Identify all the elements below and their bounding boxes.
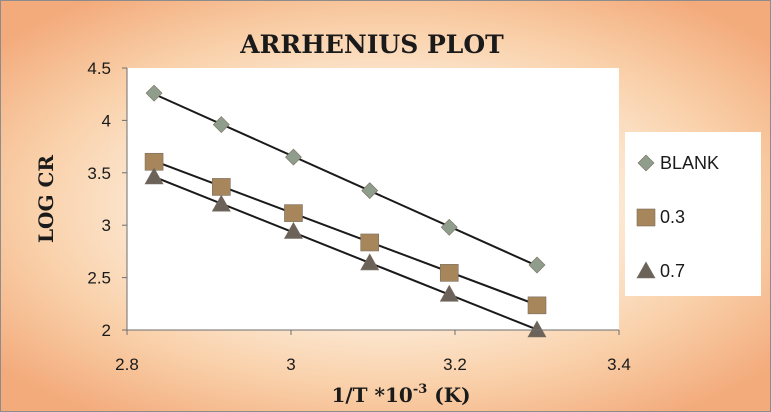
data-point-0.7 xyxy=(283,221,303,239)
x-tick-label: 3.4 xyxy=(607,355,631,374)
y-tick-label: 4.5 xyxy=(87,59,111,78)
data-point-BLANK xyxy=(145,84,163,102)
data-point-BLANK xyxy=(285,148,302,166)
legend-label: 0.7 xyxy=(660,261,685,281)
data-point-0.7 xyxy=(439,284,459,302)
legend-marker-0.3 xyxy=(636,208,656,227)
x-axis-label-superscript: -3 xyxy=(413,382,427,397)
legend-marker-BLANK xyxy=(637,154,655,172)
data-markers xyxy=(144,84,547,338)
data-point-0.7 xyxy=(527,320,547,338)
y-tick-label: 2.5 xyxy=(87,269,111,288)
y-tick-label: 4 xyxy=(102,111,111,130)
data-point-0.7 xyxy=(211,194,231,212)
x-axis-label-main: 1/T *10 xyxy=(331,383,412,407)
data-point-0.3 xyxy=(527,296,547,315)
x-tick-label: 2.8 xyxy=(115,355,139,374)
y-axis-label: LOG CR xyxy=(34,155,58,243)
x-tick-label: 3 xyxy=(286,355,295,374)
data-point-0.3 xyxy=(439,264,459,282)
y-tick-label: 3.5 xyxy=(87,164,111,183)
data-point-0.3 xyxy=(212,178,231,196)
data-point-BLANK xyxy=(440,218,458,236)
legend-marker-0.7 xyxy=(636,261,656,279)
y-tick-label: 2 xyxy=(102,321,111,340)
chart-title: ARRHENIUS PLOT xyxy=(239,30,504,59)
data-point-0.7 xyxy=(144,167,164,185)
y-tick-labels: 2 2.5 3 3.5 4 4.5 xyxy=(87,59,127,340)
legend-label: BLANK xyxy=(660,153,719,173)
x-tick-label: 3.2 xyxy=(443,355,467,374)
x-tick-labels: 2.8 3 3.2 3.4 xyxy=(115,330,631,374)
x-axis-label-suffix: (K) xyxy=(427,383,470,407)
data-point-BLANK xyxy=(212,116,230,134)
data-point-BLANK xyxy=(361,182,379,200)
legend-label: 0.3 xyxy=(660,207,685,227)
plot-area xyxy=(127,68,619,330)
x-axis-label: 1/T *10-3 (K) xyxy=(331,382,470,407)
data-point-0.3 xyxy=(360,233,380,252)
data-point-0.7 xyxy=(360,253,380,271)
data-point-0.3 xyxy=(284,204,303,222)
legend: BLANK 0.3 0.7 xyxy=(636,153,719,281)
data-point-BLANK xyxy=(528,256,546,274)
y-tick-label: 3 xyxy=(102,216,111,235)
